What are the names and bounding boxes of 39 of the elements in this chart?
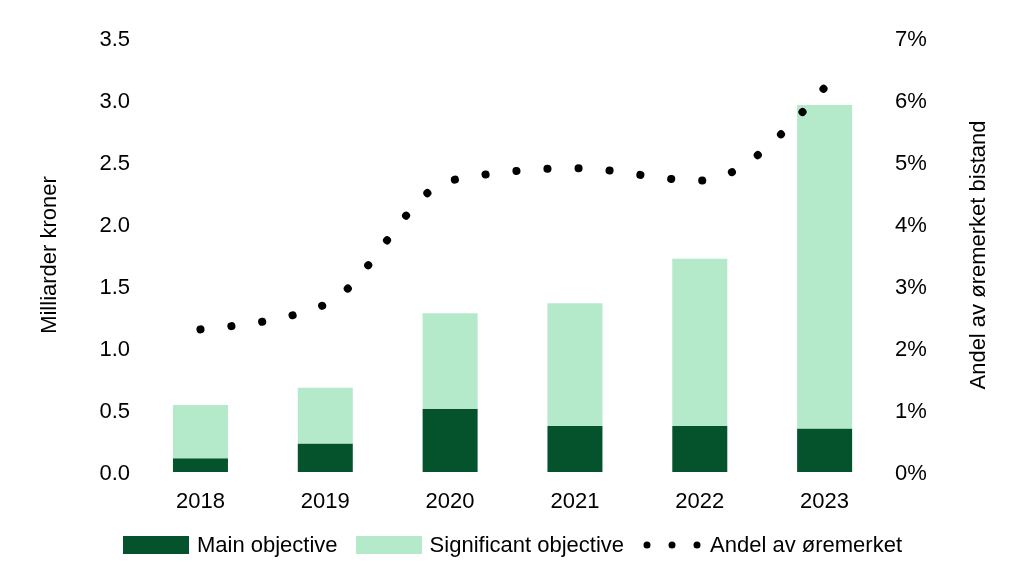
- legend-label: Significant objective: [428, 532, 625, 558]
- y-tick-label: 0.0: [99, 459, 130, 485]
- x-tick-label: 2021: [550, 487, 600, 513]
- x-tick-label: 2019: [300, 487, 350, 513]
- y-tick-label: 1.5: [99, 273, 130, 299]
- bar: [797, 104, 853, 429]
- y-tick-label: 1.0: [99, 335, 130, 361]
- y2-tick-label: 5%: [895, 149, 927, 175]
- bar: [797, 428, 853, 472]
- bar: [172, 405, 228, 459]
- y-tick-label: 2.5: [99, 149, 130, 175]
- legend-label: Main objective: [195, 532, 338, 558]
- y2-tick-label: 7%: [895, 25, 927, 51]
- x-tick-label: 2022: [675, 487, 725, 513]
- y2-tick-label: 2%: [895, 335, 927, 361]
- x-tick-label: 2023: [800, 487, 850, 513]
- y-tick-label: 3.5: [99, 25, 130, 51]
- y2-tick-label: 0%: [895, 459, 927, 485]
- bar: [297, 443, 353, 472]
- bar: [547, 426, 603, 472]
- y2-axis-title: Andel av øremerket bistand: [964, 120, 990, 390]
- y-tick-label: 0.5: [99, 397, 130, 423]
- y-axis-title: Milliarder kroner: [35, 176, 61, 334]
- y2-tick-label: 6%: [895, 87, 927, 113]
- y-tick-label: 2.0: [99, 211, 130, 237]
- bar: [422, 313, 478, 409]
- y2-tick-label: 1%: [895, 397, 927, 423]
- y2-tick-label: 4%: [895, 211, 927, 237]
- x-tick-label: 2018: [175, 487, 225, 513]
- bar: [672, 426, 728, 472]
- y-tick-label: 3.0: [99, 87, 130, 113]
- bar: [672, 258, 728, 427]
- bar: [297, 387, 353, 444]
- bar: [172, 458, 228, 472]
- legend-label: Andel av øremerket: [709, 532, 903, 558]
- bar: [547, 303, 603, 427]
- bar: [422, 408, 478, 472]
- y2-tick-label: 3%: [895, 273, 927, 299]
- x-tick-label: 2020: [425, 487, 475, 513]
